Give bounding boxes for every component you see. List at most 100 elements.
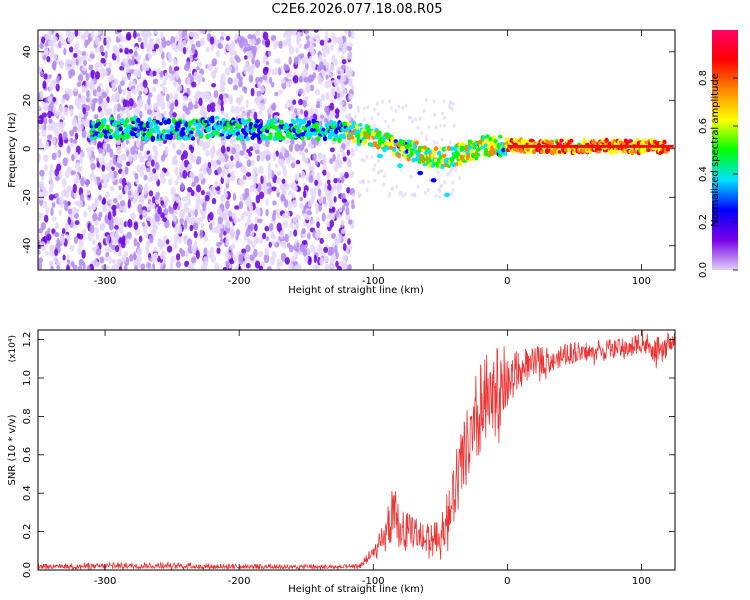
ridge-cell — [118, 126, 123, 132]
noise-cell — [46, 55, 51, 63]
noise-cell — [315, 207, 320, 215]
noise-cell — [55, 110, 59, 118]
noise-cell — [82, 229, 87, 237]
noise-cell — [112, 107, 118, 115]
noise-cell — [348, 93, 354, 100]
noise-cell — [317, 188, 322, 197]
noise-cell — [182, 105, 188, 112]
noise-cell — [101, 164, 106, 172]
noise-cell — [333, 196, 337, 203]
noise-cell — [224, 99, 228, 105]
noise-cell — [44, 49, 49, 55]
noise-cell — [48, 193, 55, 201]
noise-cell — [340, 64, 347, 70]
noise-cell — [160, 200, 164, 206]
noise-cell — [282, 213, 286, 219]
noise-cell — [329, 102, 335, 111]
noise-cell — [195, 40, 202, 48]
noise-cell — [162, 235, 168, 241]
noise-cell — [327, 79, 332, 89]
noise-cell — [276, 265, 281, 270]
noise-cell — [303, 77, 309, 83]
noise-cell — [245, 200, 250, 207]
noise-cell — [252, 173, 257, 183]
ridge-cell — [206, 125, 212, 133]
noise-cell — [206, 104, 212, 113]
noise-cell — [107, 205, 113, 214]
ridge-cell — [132, 127, 138, 132]
noise-cell — [344, 171, 349, 179]
noise-cell — [243, 65, 247, 75]
noise-cell — [153, 43, 160, 50]
noise-cell — [94, 71, 101, 80]
noise-cell — [130, 60, 135, 66]
noise-cell — [260, 157, 265, 162]
noise-cell — [81, 249, 86, 259]
ridge-cell — [437, 150, 442, 156]
noise-cell — [267, 113, 272, 121]
ridge-cell — [406, 139, 411, 144]
noise-cell — [158, 113, 162, 122]
noise-cell — [345, 65, 350, 74]
noise-cell — [95, 90, 102, 97]
noise-cell — [164, 72, 169, 81]
ridge-cell — [292, 120, 297, 125]
noise-cell — [230, 105, 235, 114]
y-tick-label: -20 — [22, 189, 33, 205]
ridge-cell — [376, 153, 383, 159]
noise-cell — [152, 70, 157, 77]
noise-cell — [143, 186, 147, 195]
noise-cell — [66, 264, 70, 270]
ridge-cell — [646, 148, 651, 152]
noise-cell — [167, 52, 172, 60]
noise-cell — [225, 220, 231, 229]
noise-cell — [329, 219, 335, 228]
noise-cell — [369, 116, 373, 121]
noise-cell — [97, 86, 101, 93]
noise-cell — [262, 66, 269, 76]
noise-cell — [218, 152, 224, 162]
noise-cell — [238, 181, 245, 187]
noise-cell — [265, 139, 270, 148]
noise-cell — [438, 189, 442, 193]
noise-cell — [336, 85, 340, 93]
noise-cell — [74, 30, 79, 37]
noise-cell — [146, 267, 150, 270]
noise-cell — [191, 245, 197, 254]
noise-cell — [322, 162, 327, 172]
noise-cell — [189, 208, 195, 217]
noise-cell — [372, 123, 376, 128]
noise-cell — [121, 106, 126, 111]
noise-cell — [335, 210, 339, 218]
noise-cell — [326, 171, 331, 180]
noise-cell — [370, 154, 374, 159]
noise-cell — [235, 160, 240, 169]
noise-cell — [344, 30, 349, 35]
noise-cell — [136, 85, 140, 92]
noise-cell — [309, 106, 314, 115]
noise-cell — [272, 152, 277, 162]
noise-cell — [75, 40, 79, 50]
noise-cell — [220, 73, 226, 83]
noise-cell — [172, 81, 178, 88]
noise-cell — [436, 170, 440, 175]
noise-cell — [162, 217, 167, 223]
noise-cell — [256, 154, 261, 162]
noise-cell — [152, 78, 157, 85]
ridge-cell — [314, 122, 320, 126]
noise-cell — [347, 238, 351, 245]
noise-cell — [340, 219, 345, 226]
noise-cell — [147, 155, 152, 163]
noise-cell — [188, 72, 192, 79]
noise-cell — [47, 134, 53, 141]
noise-cell — [378, 169, 382, 174]
noise-cell — [149, 175, 154, 182]
noise-cell — [155, 194, 159, 201]
noise-cell — [244, 252, 250, 262]
ridge-cell — [441, 153, 447, 158]
figure-title: C2E6.2026.077.18.08.R05 — [271, 2, 443, 17]
colorbar-tick-label: 0.6 — [698, 118, 709, 134]
noise-cell — [52, 137, 56, 146]
noise-cell — [195, 249, 200, 260]
noise-cell — [284, 256, 290, 265]
